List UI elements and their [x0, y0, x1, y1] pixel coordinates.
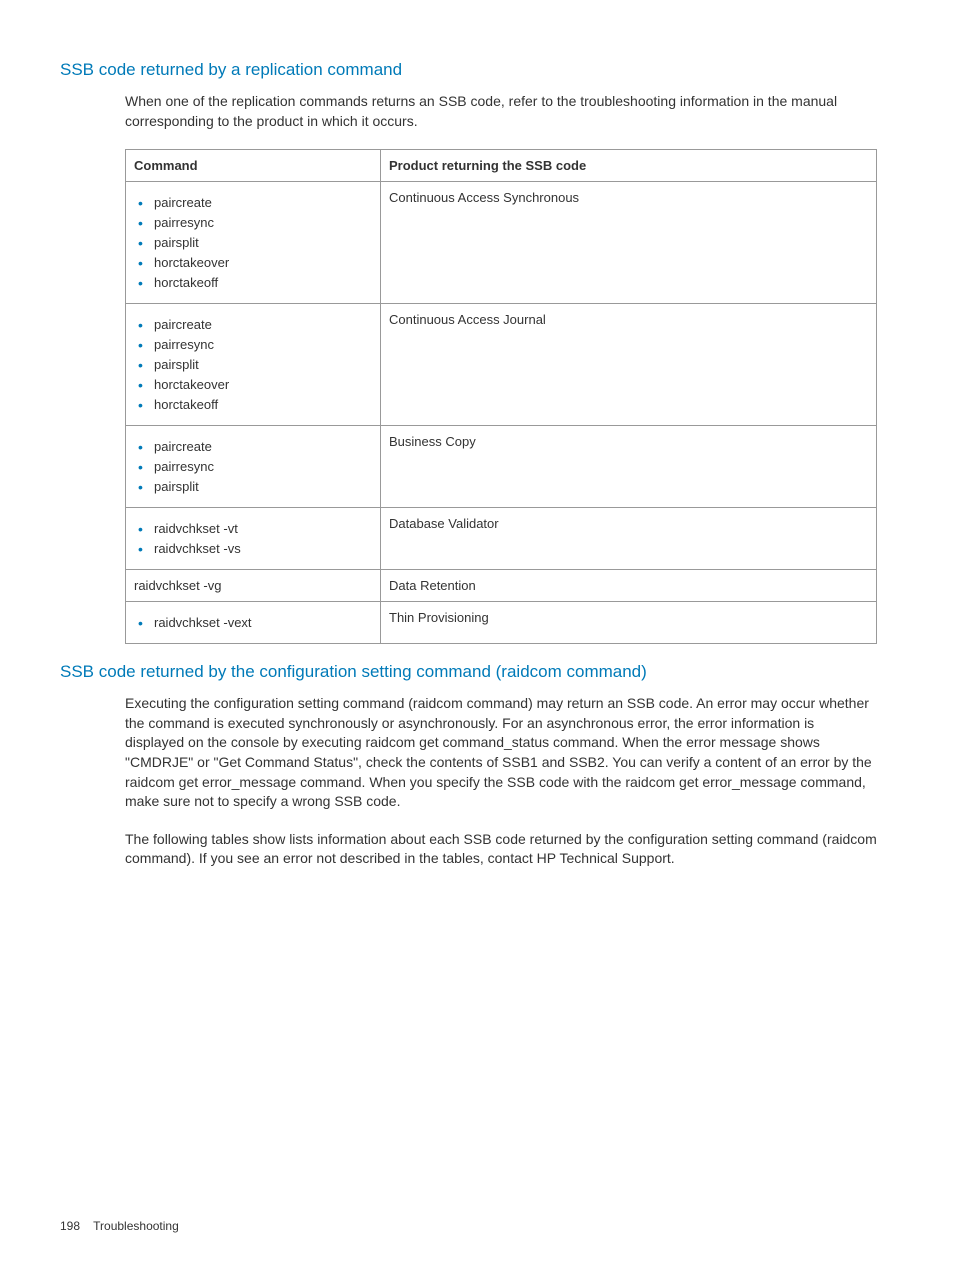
command-item: raidvchkset -vt [138, 521, 372, 536]
table-row: raidvchkset -vext Thin Provisioning [126, 602, 877, 644]
product-cell: Database Validator [381, 508, 877, 570]
section-heading-configuration: SSB code returned by the configuration s… [60, 662, 877, 682]
command-item: raidvchkset -vs [138, 541, 372, 556]
table-row: paircreate pairresync pairsplit horctake… [126, 304, 877, 426]
command-item: paircreate [138, 317, 372, 332]
command-cell: paircreate pairresync pairsplit horctake… [126, 304, 381, 426]
command-item: pairresync [138, 215, 372, 230]
table-row: raidvchkset -vt raidvchkset -vs Database… [126, 508, 877, 570]
command-cell: raidvchkset -vg [126, 570, 381, 602]
page-footer: 198 Troubleshooting [60, 1219, 179, 1233]
table-row: paircreate pairresync pairsplit horctake… [126, 182, 877, 304]
command-cell: raidvchkset -vext [126, 602, 381, 644]
command-item: pairresync [138, 459, 372, 474]
command-item: pairresync [138, 337, 372, 352]
command-item: pairsplit [138, 479, 372, 494]
intro-paragraph-2: Executing the configuration setting comm… [125, 694, 877, 812]
product-cell: Continuous Access Synchronous [381, 182, 877, 304]
product-cell: Continuous Access Journal [381, 304, 877, 426]
page-number: 198 [60, 1219, 80, 1233]
product-cell: Data Retention [381, 570, 877, 602]
command-cell: paircreate pairresync pairsplit [126, 426, 381, 508]
product-cell: Business Copy [381, 426, 877, 508]
command-cell: paircreate pairresync pairsplit horctake… [126, 182, 381, 304]
command-item: raidvchkset -vext [138, 615, 372, 630]
intro-paragraph-3: The following tables show lists informat… [125, 830, 877, 869]
command-item: paircreate [138, 195, 372, 210]
table-header-product: Product returning the SSB code [381, 150, 877, 182]
product-cell: Thin Provisioning [381, 602, 877, 644]
command-item: horctakeover [138, 255, 372, 270]
table-row: paircreate pairresync pairsplit Business… [126, 426, 877, 508]
command-item: horctakeover [138, 377, 372, 392]
table-header-command: Command [126, 150, 381, 182]
table-row: raidvchkset -vg Data Retention [126, 570, 877, 602]
intro-paragraph-1: When one of the replication commands ret… [125, 92, 877, 131]
command-cell: raidvchkset -vt raidvchkset -vs [126, 508, 381, 570]
command-item: horctakeoff [138, 275, 372, 290]
command-item: horctakeoff [138, 397, 372, 412]
section-name: Troubleshooting [93, 1219, 179, 1233]
ssb-command-table: Command Product returning the SSB code p… [125, 149, 877, 644]
section-heading-replication: SSB code returned by a replication comma… [60, 60, 877, 80]
command-item: pairsplit [138, 235, 372, 250]
command-item: pairsplit [138, 357, 372, 372]
command-item: paircreate [138, 439, 372, 454]
